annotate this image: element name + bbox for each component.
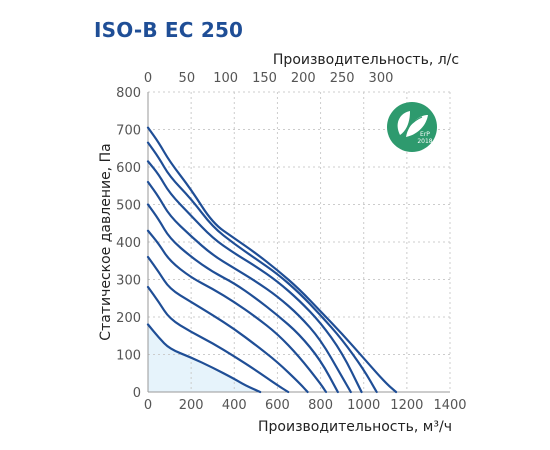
erp-badge: ErP 2018 [387, 102, 437, 152]
series-line-7 [146, 160, 363, 394]
x2-tick-label: 150 [252, 71, 277, 86]
fill-area [148, 324, 261, 392]
x-tick-label: 1200 [390, 398, 423, 413]
series-line-3 [146, 255, 309, 394]
series-line-5 [146, 203, 339, 394]
leaf-icon [397, 111, 428, 140]
badge-year: 2018 [417, 138, 432, 145]
x-tick-label: 0 [144, 398, 152, 413]
x-tick-label: 200 [179, 398, 204, 413]
x-tick-label: 1400 [433, 398, 466, 413]
x2-tick-label: 100 [213, 71, 238, 86]
y-axis-label: Статическое давление, Па [98, 143, 114, 340]
y-tick-label: 300 [116, 274, 141, 289]
x2-tick-label: 200 [291, 71, 316, 86]
x-tick-label: 600 [265, 398, 290, 413]
y-tick-label: 0 [133, 386, 141, 401]
y-tick-label: 400 [116, 236, 141, 251]
chart-title: ISO-B EC 250 [94, 18, 244, 42]
y-tick-label: 700 [116, 124, 141, 139]
y-tick-label: 800 [116, 86, 141, 101]
y-tick-label: 500 [116, 199, 141, 214]
y-tick-label: 100 [116, 349, 141, 364]
x-axis-label: Производительность, м³/ч [258, 419, 452, 435]
series-line-6 [146, 180, 352, 394]
x-tick-label: 400 [222, 398, 247, 413]
x2-tick-label: 50 [179, 71, 196, 86]
x-tick-label: 800 [308, 398, 333, 413]
x2-tick-label: 300 [369, 71, 394, 86]
series-line-2 [146, 285, 290, 394]
y-tick-label: 200 [116, 311, 141, 326]
top-axis-label: Производительность, л/с [273, 52, 459, 68]
x2-tick-label: 0 [144, 71, 152, 86]
series-line-4 [146, 229, 328, 394]
x-tick-label: 1000 [347, 398, 380, 413]
badge-label: ErP [420, 131, 430, 138]
series-line-1 [146, 323, 262, 394]
series-line-8 [146, 141, 378, 394]
series-line-9 [146, 126, 398, 394]
y-tick-label: 600 [116, 161, 141, 176]
x2-tick-label: 250 [330, 71, 355, 86]
